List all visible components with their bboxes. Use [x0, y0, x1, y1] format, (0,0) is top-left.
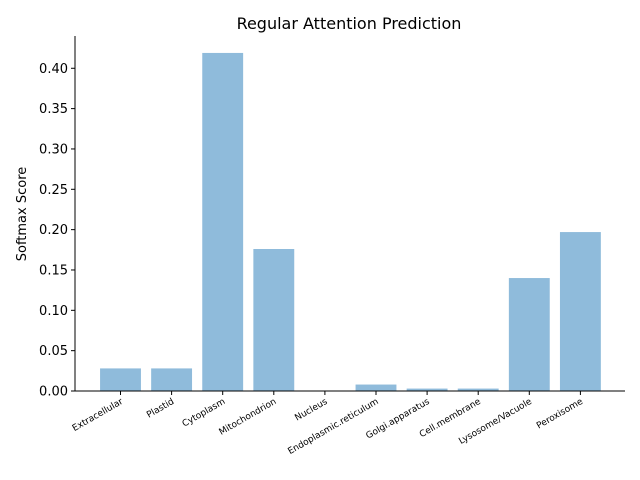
y-tick-label: 0.20	[39, 223, 68, 238]
y-tick-label: 0.10	[39, 304, 68, 319]
x-tick-label: Plastid	[145, 397, 176, 421]
chart-title: Regular Attention Prediction	[237, 14, 462, 33]
bars-group	[100, 52, 601, 391]
y-tick-label: 0.35	[39, 102, 68, 117]
x-tick-label: Extracellular	[71, 397, 125, 434]
y-tick-label: 0.15	[39, 263, 68, 278]
x-tick-label: Mitochondrion	[218, 397, 279, 438]
y-axis-ticks: 0.00 0.05 0.10 0.15 0.20 0.25 0.30 0.35 0.40	[39, 62, 75, 400]
x-tick-label: Peroxisome	[535, 397, 585, 432]
x-tick-label: Nucleus	[293, 397, 329, 424]
x-axis-ticks: Extracellular Plastid CytoplasmMitochondri…	[71, 391, 585, 457]
bar-peroxisome	[559, 232, 601, 391]
bar-cytoplasm	[202, 52, 244, 391]
bar-plastid	[151, 368, 193, 391]
y-tick-label: 0.40	[39, 62, 68, 77]
y-tick-label: 0.05	[39, 344, 68, 359]
y-tick-label: 0.25	[39, 183, 68, 198]
y-tick-label: 0.30	[39, 142, 68, 157]
y-tick-label: 0.00	[39, 385, 68, 400]
x-tick-label: Endoplasmic.reticulum	[286, 397, 380, 457]
y-axis-label: Softmax Score	[15, 167, 30, 262]
x-tick-label: Cytoplasm	[181, 397, 227, 430]
bar-golgi-apparatus	[406, 388, 448, 391]
bar-endoplasmic-reticulum	[355, 384, 397, 391]
bar-mitochondrion	[253, 249, 295, 391]
bar-lysosome-vacuole	[508, 278, 550, 391]
bar-extracellular	[100, 368, 141, 391]
bar-cell-membrane	[457, 388, 499, 391]
